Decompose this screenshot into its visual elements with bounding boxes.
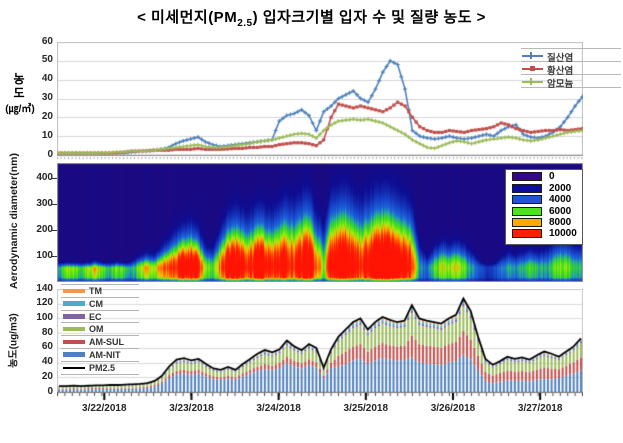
heatmap-y-tick-mark [52, 255, 57, 257]
series-color-swatch [63, 326, 85, 332]
heatmap-legend-value: 10000 [549, 228, 577, 240]
top-legend-label: 황산염 [547, 66, 574, 77]
plus-marker-icon [527, 54, 535, 57]
bottom-legend-label: PM2.5 [89, 362, 116, 373]
bottom-chart-y-tick-label: 80 [41, 326, 53, 338]
top-legend-label: 질산염 [547, 53, 574, 64]
x-axis-date-label: 3/23/2018 [169, 403, 214, 414]
size-distribution-heatmap [57, 163, 583, 282]
square-marker-icon [530, 66, 535, 71]
bottom-legend-label: TM [89, 286, 102, 296]
heatmap-y-axis-label: Aerodynamic diameter(nm) [8, 153, 20, 289]
heatmap-y-tick-mark [52, 229, 57, 231]
heatmap-legend-item: 10000 [512, 228, 582, 240]
series-color-swatch [63, 288, 85, 293]
bottom-chart-y-tick-label: 0 [47, 385, 53, 397]
heatmap-y-tick-mark [52, 203, 57, 205]
heatmap-legend-value: 8000 [549, 216, 572, 228]
bottom-legend-label: EC [89, 311, 102, 322]
figure-title-post: ) 입자크기별 입자 수 및 질량 농도 > [252, 9, 486, 26]
top-legend-label: 암모늄 [547, 79, 574, 90]
heatmap-legend-swatch [512, 195, 542, 205]
series-color-swatch [63, 339, 85, 345]
ion-concentration-line-chart [57, 42, 583, 162]
bottom-legend-label: AM-NIT [89, 349, 121, 360]
heatmap-color-legend: 0 2000 4000 6000 8000 10000 [505, 169, 583, 245]
heatmap-legend-item: 4000 [512, 194, 582, 206]
bottom-legend-item: EC [61, 311, 139, 324]
heatmap-y-tick-mark [52, 178, 57, 180]
top-legend-item: 암모늄 [521, 75, 621, 90]
series-color-swatch [63, 314, 85, 319]
top-chart-y-tick-label: 40 [41, 73, 53, 85]
bottom-chart-y-tick-label: 20 [41, 370, 53, 382]
top-legend-item: 질산염 [521, 49, 621, 64]
heatmap-legend-item: 0 [512, 171, 582, 183]
bottom-chart-legend: TM CM EC OM AM-SUL AM-NIT PM2.5 [61, 284, 139, 375]
bottom-legend-item: OM [61, 323, 139, 337]
top-legend-item: 황산염 [521, 62, 621, 77]
heatmap-legend-item: 8000 [512, 216, 582, 228]
top-chart-y-tick-label: 20 [41, 110, 53, 122]
heatmap-legend-value: 4000 [549, 194, 572, 206]
top-chart-y-tick-label: 60 [41, 35, 53, 47]
heatmap-legend-swatch [512, 183, 542, 193]
series-color-swatch [63, 301, 85, 306]
bottom-chart-y-tick-label: 140 [36, 282, 53, 294]
bottom-legend-label: OM [89, 324, 104, 335]
top-chart-y-tick-label: 10 [41, 129, 53, 141]
top-chart-y-tick-label: 0 [47, 148, 53, 160]
plus-marker-icon [527, 80, 535, 83]
bottom-legend-item: AM-SUL [61, 336, 139, 349]
heatmap-y-tick-label: 300 [36, 197, 53, 209]
heatmap-legend-swatch [512, 172, 542, 182]
bottom-chart-y-tick-label: 60 [41, 341, 53, 353]
x-axis-date-label: 3/26/2018 [430, 403, 476, 414]
heatmap-legend-item: 6000 [512, 205, 582, 217]
heatmap-legend-swatch [512, 217, 542, 227]
heatmap-legend-value: 2000 [549, 182, 572, 194]
figure-title-pre: < 미세먼지(PM [137, 9, 238, 26]
x-axis-date-label: 3/25/2018 [343, 403, 389, 414]
x-axis-date-label: 3/22/2018 [82, 403, 127, 414]
top-chart-y-tick-label: 50 [41, 54, 53, 66]
heatmap-y-tick-label: 200 [36, 223, 53, 235]
x-axis-date-label: 3/24/2018 [256, 403, 301, 414]
mass-concentration-stacked-bar-chart [57, 289, 583, 401]
bottom-legend-item: PM2.5 [61, 362, 139, 375]
bottom-legend-item: TM [61, 285, 139, 298]
series-color-swatch [63, 352, 85, 357]
line-swatch [63, 366, 85, 369]
x-axis-date-label: 3/27/2018 [517, 403, 563, 414]
bottom-chart-y-axis-label: 농도(ug/m3) [8, 313, 20, 368]
heatmap-legend-value: 6000 [549, 205, 572, 217]
bottom-legend-item: AM-NIT [61, 349, 139, 362]
heatmap-y-tick-label: 100 [36, 249, 53, 261]
bottom-legend-label: AM-SUL [89, 337, 124, 348]
bottom-chart-y-tick-label: 40 [41, 356, 53, 368]
heatmap-y-tick-label: 400 [36, 172, 53, 184]
bottom-chart-y-tick-label: 120 [36, 297, 53, 309]
heatmap-legend-swatch [512, 229, 542, 239]
top-chart-y-tick-label: 30 [41, 92, 53, 103]
heatmap-legend-value: 0 [549, 171, 555, 183]
heatmap-legend-item: 2000 [512, 182, 582, 194]
top-chart-y-axis-unit: (㎍/㎥) [5, 104, 35, 115]
figure-title: < 미세먼지(PM2.5) 입자크기별 입자 수 및 질량 농도 > [0, 6, 623, 29]
heatmap-legend-swatch [512, 206, 542, 216]
bottom-legend-label: CM [89, 298, 103, 309]
figure-title-subscript: 2.5 [237, 18, 253, 29]
bottom-chart-y-tick-label: 100 [36, 311, 53, 323]
bottom-legend-item: CM [61, 298, 139, 311]
